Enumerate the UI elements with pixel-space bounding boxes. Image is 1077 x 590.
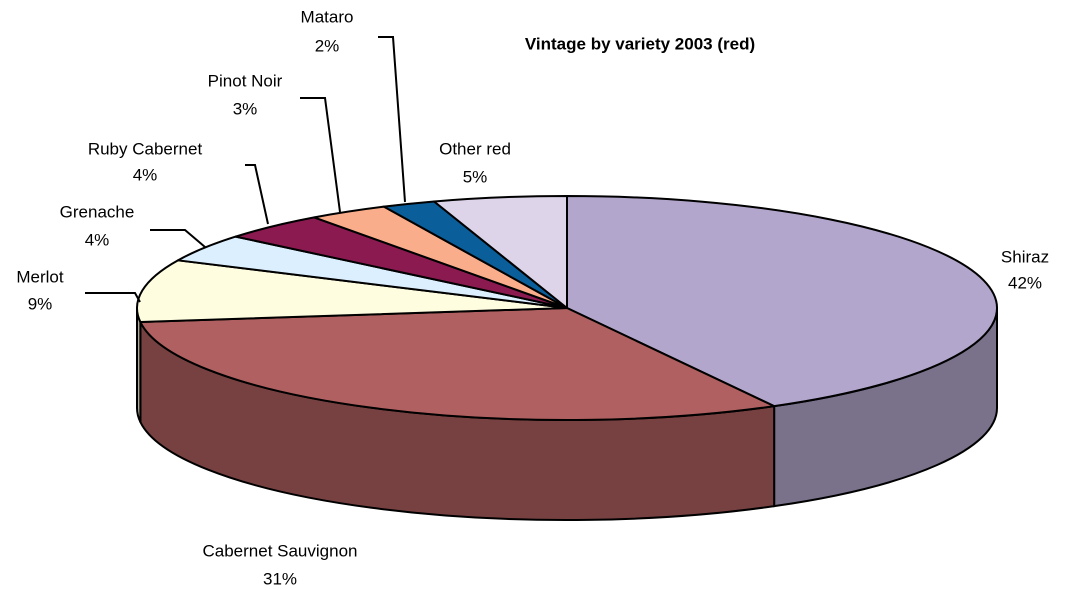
slice-value-label: 4% bbox=[85, 230, 110, 249]
slice-label: Merlot bbox=[16, 267, 64, 286]
slice-value-label: 9% bbox=[28, 294, 53, 313]
slice-value-label: 5% bbox=[463, 167, 488, 186]
slice-label: Pinot Noir bbox=[208, 71, 283, 90]
pie-side bbox=[136, 307, 142, 423]
slice-label: Mataro bbox=[301, 7, 354, 26]
leader-line bbox=[300, 97, 341, 213]
slice-value-label: 42% bbox=[1008, 273, 1042, 292]
pie-slice bbox=[566, 195, 998, 408]
leader-line bbox=[378, 36, 406, 203]
pie-slice bbox=[139, 307, 776, 421]
slice-value-label: 31% bbox=[263, 569, 297, 588]
slice-label: Other red bbox=[439, 139, 511, 158]
slice-label: Ruby Cabernet bbox=[88, 139, 203, 158]
chart-title: Vintage by variety 2003 (red) bbox=[525, 34, 755, 53]
leader-line bbox=[150, 229, 206, 248]
slice-label: Shiraz bbox=[1001, 247, 1049, 266]
slice-value-label: 2% bbox=[315, 36, 340, 55]
slice-value-label: 4% bbox=[133, 165, 158, 184]
leader-line bbox=[245, 164, 269, 225]
slice-label: Grenache bbox=[60, 202, 135, 221]
slice-label: Cabernet Sauvignon bbox=[202, 541, 357, 560]
slice-value-label: 3% bbox=[233, 99, 258, 118]
pie-slice bbox=[136, 259, 568, 324]
leader-line bbox=[85, 292, 141, 303]
pie-slice bbox=[433, 195, 568, 309]
